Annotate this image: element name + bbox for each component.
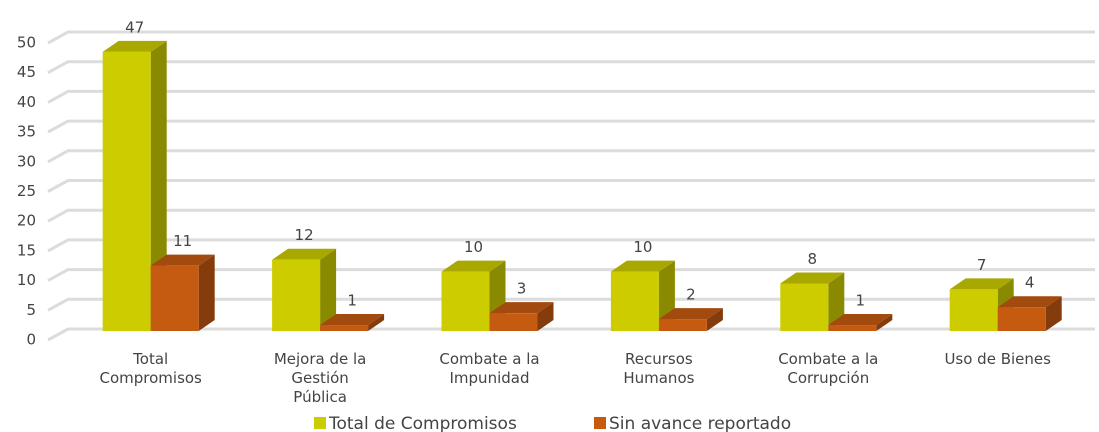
value-label: 7: [977, 256, 987, 274]
bar-side: [1045, 296, 1062, 331]
y-tick-label: 30: [17, 152, 36, 170]
legend-label: Total de Compromisos: [328, 414, 517, 432]
bar-top: [320, 314, 385, 326]
bar-top: [441, 260, 506, 272]
bar-side: [198, 254, 215, 331]
x-tick-label: Combate a la Corrupción: [778, 350, 879, 387]
bar: [997, 307, 1046, 331]
bar: [441, 271, 490, 331]
bar: [150, 265, 199, 331]
bar-top: [828, 314, 893, 326]
bar: [658, 319, 707, 331]
grid-line: [47, 238, 1095, 253]
bar-top: [102, 40, 167, 52]
bar: [949, 289, 998, 331]
grid-line: [47, 179, 1095, 193]
bar-top: [489, 302, 554, 314]
grid-line: [47, 327, 1095, 342]
value-label: 1: [347, 292, 357, 310]
value-label: 8: [808, 250, 818, 268]
bar-side: [320, 248, 337, 331]
bar: [610, 271, 659, 331]
bar-top: [949, 278, 1014, 290]
value-label: 4: [1025, 274, 1035, 292]
grid-line: [47, 268, 1095, 282]
y-tick-label: 15: [17, 241, 36, 259]
bar-top: [272, 248, 337, 260]
grid-line: [47, 149, 1095, 164]
value-label: 2: [686, 286, 696, 304]
y-tick-label: 25: [17, 182, 36, 200]
grid-line: [47, 297, 1095, 312]
y-tick-label: 0: [26, 331, 36, 349]
x-tick-label: Combate a la Impunidad: [439, 350, 540, 387]
bar-side: [828, 272, 845, 331]
bar: [780, 283, 829, 331]
grid-line: [47, 119, 1095, 134]
y-tick-label: 45: [17, 63, 36, 81]
legend-label: Sin avance reportado: [609, 414, 791, 432]
grid-line: [47, 30, 1095, 45]
x-tick-label: Recursos Humanos: [623, 350, 695, 387]
y-tick-label: 35: [17, 123, 36, 141]
grid-line: [47, 208, 1095, 223]
legend-swatch: [314, 417, 326, 429]
y-tick-label: 50: [17, 34, 36, 52]
legend-swatch: [594, 417, 606, 429]
y-tick-label: 40: [17, 93, 36, 111]
bar-side: [537, 302, 554, 331]
bar: [320, 325, 369, 331]
bar-side: [706, 308, 723, 331]
grid-line: [47, 60, 1095, 75]
bar-top: [150, 254, 215, 266]
bar: [102, 51, 151, 331]
bar-side: [368, 314, 385, 331]
y-tick-label: 5: [26, 301, 36, 319]
value-label: 47: [125, 18, 144, 36]
bar: [272, 259, 321, 331]
value-label: 12: [295, 226, 314, 244]
value-label: 11: [173, 232, 192, 250]
value-label: 10: [633, 238, 652, 256]
bar-top: [658, 308, 723, 320]
bar: [828, 325, 877, 331]
x-tick-label: Uso de Bienes: [944, 350, 1051, 368]
value-label: 1: [856, 292, 866, 310]
y-tick-label: 20: [17, 212, 36, 230]
grid-line: [47, 89, 1095, 104]
y-tick-label: 10: [17, 271, 36, 289]
bar: [489, 313, 538, 331]
value-label: 3: [517, 280, 527, 298]
bar-top: [780, 272, 845, 284]
x-tick-label: Mejora de la Gestión Pública: [273, 350, 367, 406]
bar-top: [610, 260, 675, 272]
bar-side: [876, 314, 893, 331]
x-tick-label: Total Compromisos: [99, 350, 202, 387]
value-label: 10: [464, 238, 483, 256]
bar-top: [997, 296, 1062, 308]
